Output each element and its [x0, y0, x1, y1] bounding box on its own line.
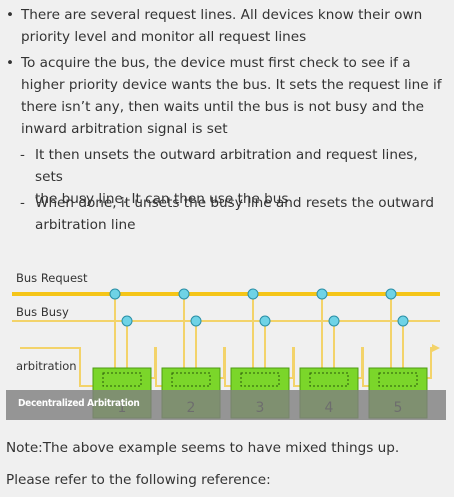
- arbitration-link-line: [220, 347, 231, 387]
- arbitration-link-line: [358, 347, 369, 387]
- device-port: [240, 372, 280, 387]
- diagram-caption: Decentralized Arbitration: [18, 398, 140, 409]
- bullet-marker: •: [6, 55, 15, 71]
- device-port: [102, 372, 142, 387]
- bullet-line: To acquire the bus, the device must firs…: [21, 55, 411, 71]
- bus-request-label: Bus Request: [16, 271, 88, 285]
- request-node: [247, 288, 259, 300]
- bullet-line: priority level and monitor all request l…: [21, 29, 307, 45]
- bullet-line: inward arbitration signal is set: [21, 121, 228, 137]
- diagram-caption-bar: Decentralized Arbitration: [6, 390, 446, 420]
- busy-node: [328, 315, 340, 327]
- arbitration-link-line: [289, 347, 300, 387]
- subbullet-line: arbitration line: [35, 217, 136, 233]
- bullet-marker: •: [6, 7, 15, 23]
- reference-text: Please refer to the following reference:: [6, 472, 271, 488]
- subbullet-marker: -: [20, 195, 25, 211]
- note-text: Note:The above example seems to have mix…: [6, 440, 400, 456]
- request-node: [178, 288, 190, 300]
- subbullet-item-done: - When done, it unsets the busy line and…: [20, 192, 446, 236]
- arbitration-link-line: [427, 347, 432, 379]
- busy-node: [259, 315, 271, 327]
- arbitration-label: arbitration: [16, 359, 77, 373]
- busy-node: [397, 315, 409, 327]
- subbullet-item-unset: - It then unsets the outward arbitration…: [20, 144, 446, 210]
- bullet-line: there isn’t any, then waits until the bu…: [21, 99, 424, 115]
- bus-busy-label: Bus Busy: [16, 305, 69, 319]
- subbullet-line: When done, it unsets the busy line and r…: [35, 195, 434, 211]
- busy-node: [190, 315, 202, 327]
- arbitration-arrow-icon: [432, 344, 440, 352]
- request-node: [109, 288, 121, 300]
- device-port: [309, 372, 349, 387]
- subbullet-marker: -: [20, 147, 25, 163]
- bullet-line: There are several request lines. All dev…: [21, 7, 423, 23]
- arbitration-chain-line: [20, 347, 93, 387]
- subbullet-line: It then unsets the outward arbitration a…: [35, 147, 418, 185]
- device-port: [378, 372, 418, 387]
- request-node: [385, 288, 397, 300]
- bullet-item-request-lines: • There are several request lines. All d…: [6, 4, 446, 48]
- subbullet-line: the busy line. It can then use the bus: [35, 191, 289, 207]
- request-node: [316, 288, 328, 300]
- device-port: [171, 372, 211, 387]
- bullet-line: higher priority device wants the bus. It…: [21, 77, 442, 93]
- busy-node: [121, 315, 133, 327]
- bullet-item-acquire-bus: • To acquire the bus, the device must fi…: [6, 52, 446, 140]
- arbitration-link-line: [151, 347, 162, 387]
